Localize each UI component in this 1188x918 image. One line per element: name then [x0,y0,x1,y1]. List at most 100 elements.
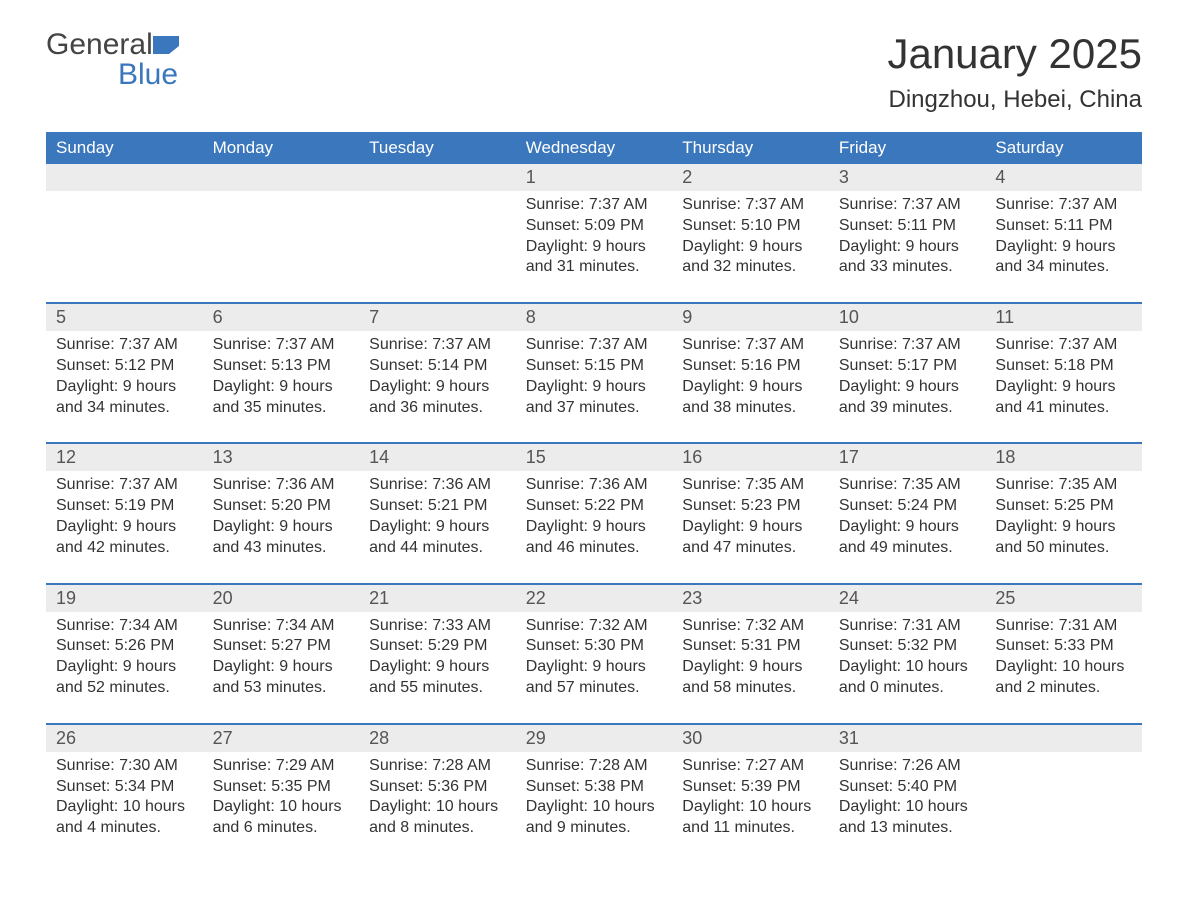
sunset-line: Sunset: 5:36 PM [369,777,506,798]
daynum-26: 26 [46,725,203,752]
day-cell-7: Sunrise: 7:37 AMSunset: 5:14 PMDaylight:… [359,331,516,428]
day-cell-10: Sunrise: 7:37 AMSunset: 5:17 PMDaylight:… [829,331,986,428]
daynum-9: 9 [672,304,829,331]
daylight-line: Daylight: 9 hours and 42 minutes. [56,517,193,559]
daynum-6: 6 [203,304,360,331]
day-cell-14: Sunrise: 7:36 AMSunset: 5:21 PMDaylight:… [359,471,516,568]
weekday-monday: Monday [203,132,360,164]
sunset-line: Sunset: 5:23 PM [682,496,819,517]
daylight-line: Daylight: 9 hours and 34 minutes. [995,237,1132,279]
daynum-4: 4 [985,164,1142,191]
day-cell-24: Sunrise: 7:31 AMSunset: 5:32 PMDaylight:… [829,612,986,709]
daynum-strip: 1234 [46,164,1142,191]
sunset-line: Sunset: 5:40 PM [839,777,976,798]
daylight-line: Daylight: 9 hours and 41 minutes. [995,377,1132,419]
daynum-empty [46,164,203,191]
day-cell-31: Sunrise: 7:26 AMSunset: 5:40 PMDaylight:… [829,752,986,849]
logo-word-general: General [46,28,153,61]
day-cell-empty [985,752,1142,849]
day-cell-21: Sunrise: 7:33 AMSunset: 5:29 PMDaylight:… [359,612,516,709]
sunset-line: Sunset: 5:27 PM [213,636,350,657]
sunrise-line: Sunrise: 7:28 AM [526,756,663,777]
weekday-sunday: Sunday [46,132,203,164]
weekday-header-row: SundayMondayTuesdayWednesdayThursdayFrid… [46,132,1142,164]
daynum-29: 29 [516,725,673,752]
day-cell-23: Sunrise: 7:32 AMSunset: 5:31 PMDaylight:… [672,612,829,709]
sunset-line: Sunset: 5:34 PM [56,777,193,798]
daynum-16: 16 [672,444,829,471]
daylight-line: Daylight: 9 hours and 58 minutes. [682,657,819,699]
location: Dingzhou, Hebei, China [887,86,1142,114]
header: General Blue January 2025 Dingzhou, Hebe… [46,30,1142,114]
daynum-14: 14 [359,444,516,471]
sunset-line: Sunset: 5:09 PM [526,216,663,237]
sunset-line: Sunset: 5:33 PM [995,636,1132,657]
titles: January 2025 Dingzhou, Hebei, China [887,30,1142,114]
weekday-saturday: Saturday [985,132,1142,164]
daylight-line: Daylight: 9 hours and 55 minutes. [369,657,506,699]
sunrise-line: Sunrise: 7:35 AM [995,475,1132,496]
week-row: 567891011 Sunrise: 7:37 AM Sunset: 5:12 PM… [46,302,1142,428]
day-cell-13: Sunrise: 7:36 AMSunset: 5:20 PMDaylight:… [203,471,360,568]
daylight-line: Daylight: 9 hours and 52 minutes. [56,657,193,699]
daynum-19: 19 [46,585,203,612]
day-cell-empty [203,191,360,288]
sunset-line: Sunset: 5:38 PM [526,777,663,798]
calendar: SundayMondayTuesdayWednesdayThursdayFrid… [46,132,1142,849]
daynum-empty [985,725,1142,752]
daylight-line: Daylight: 10 hours and 9 minutes. [526,797,663,839]
sunset-line: Sunset: 5:11 PM [839,216,976,237]
week-row: 262728293031Sunrise: 7:30 AMSunset: 5:34… [46,723,1142,849]
sunrise-line: Sunrise: 7:37 AM [839,335,976,356]
sunset-line: Sunset: 5:20 PM [213,496,350,517]
daylight-line: Daylight: 9 hours and 53 minutes. [213,657,350,699]
sunset-line: Sunset: 5:15 PM [526,356,663,377]
week-row: 1234Sunrise: 7:37 AMSunset: 5:09 PMDayli… [46,164,1142,288]
sunset-line: Sunset: 5:21 PM [369,496,506,517]
day-cell-17: Sunrise: 7:35 AMSunset: 5:24 PMDaylight:… [829,471,986,568]
day-cell-29: Sunrise: 7:28 AMSunset: 5:38 PMDaylight:… [516,752,673,849]
daynum-24: 24 [829,585,986,612]
daynum-12: 12 [46,444,203,471]
daynum-21: 21 [359,585,516,612]
weekday-wednesday: Wednesday [516,132,673,164]
daylight-line: Daylight: 10 hours and 8 minutes. [369,797,506,839]
sunset-line: Sunset: 5:18 PM [995,356,1132,377]
daynum-18: 18 [985,444,1142,471]
day-cell-19: Sunrise: 7:34 AMSunset: 5:26 PMDaylight:… [46,612,203,709]
day-cell-26: Sunrise: 7:30 AMSunset: 5:34 PMDaylight:… [46,752,203,849]
sunset-line: Sunset: 5:17 PM [839,356,976,377]
daynum-strip: 12131415161718 [46,444,1142,471]
daynum-23: 23 [672,585,829,612]
daylight-line: Daylight: 9 hours and 38 minutes. [682,377,819,419]
daynum-empty [203,164,360,191]
daylight-line: Daylight: 9 hours and 49 minutes. [839,517,976,559]
sunrise-line: Sunrise: 7:35 AM [682,475,819,496]
day-cell-20: Sunrise: 7:34 AMSunset: 5:27 PMDaylight:… [203,612,360,709]
logo-text: General Blue [46,30,179,90]
sunrise-line: Sunrise: 7:29 AM [213,756,350,777]
sunrise-line: Sunrise: 7:37 AM [526,335,663,356]
day-cell-30: Sunrise: 7:27 AMSunset: 5:39 PMDaylight:… [672,752,829,849]
day-cell-empty [46,191,203,288]
sunset-line: Sunset: 5:16 PM [682,356,819,377]
day-cell-15: Sunrise: 7:36 AMSunset: 5:22 PMDaylight:… [516,471,673,568]
logo: General Blue [46,30,179,90]
sunrise-line: Sunrise: 7:36 AM [369,475,506,496]
sunset-line: Sunset: 5:39 PM [682,777,819,798]
daylight-line: Daylight: 9 hours and 44 minutes. [369,517,506,559]
sunrise-line: Sunrise: 7:26 AM [839,756,976,777]
week-row: 12131415161718Sunrise: 7:37 AMSunset: 5:… [46,442,1142,568]
day-cell-11: Sunrise: 7:37 AMSunset: 5:18 PMDaylight:… [985,331,1142,428]
daylight-line: Daylight: 9 hours and 46 minutes. [526,517,663,559]
sunset-line: Sunset: 5:14 PM [369,356,506,377]
sunset-line: Sunset: 5:24 PM [839,496,976,517]
day-cell-27: Sunrise: 7:29 AMSunset: 5:35 PMDaylight:… [203,752,360,849]
daylight-line: Daylight: 9 hours and 31 minutes. [526,237,663,279]
logo-word-blue: Blue [118,58,178,91]
week-row: 19202122232425Sunrise: 7:34 AMSunset: 5:… [46,583,1142,709]
day-cell-16: Sunrise: 7:35 AMSunset: 5:23 PMDaylight:… [672,471,829,568]
daynum-7: 7 [359,304,516,331]
daynum-strip: 567891011 [46,304,1142,331]
sunset-line: Sunset: 5:12 PM [56,356,193,377]
